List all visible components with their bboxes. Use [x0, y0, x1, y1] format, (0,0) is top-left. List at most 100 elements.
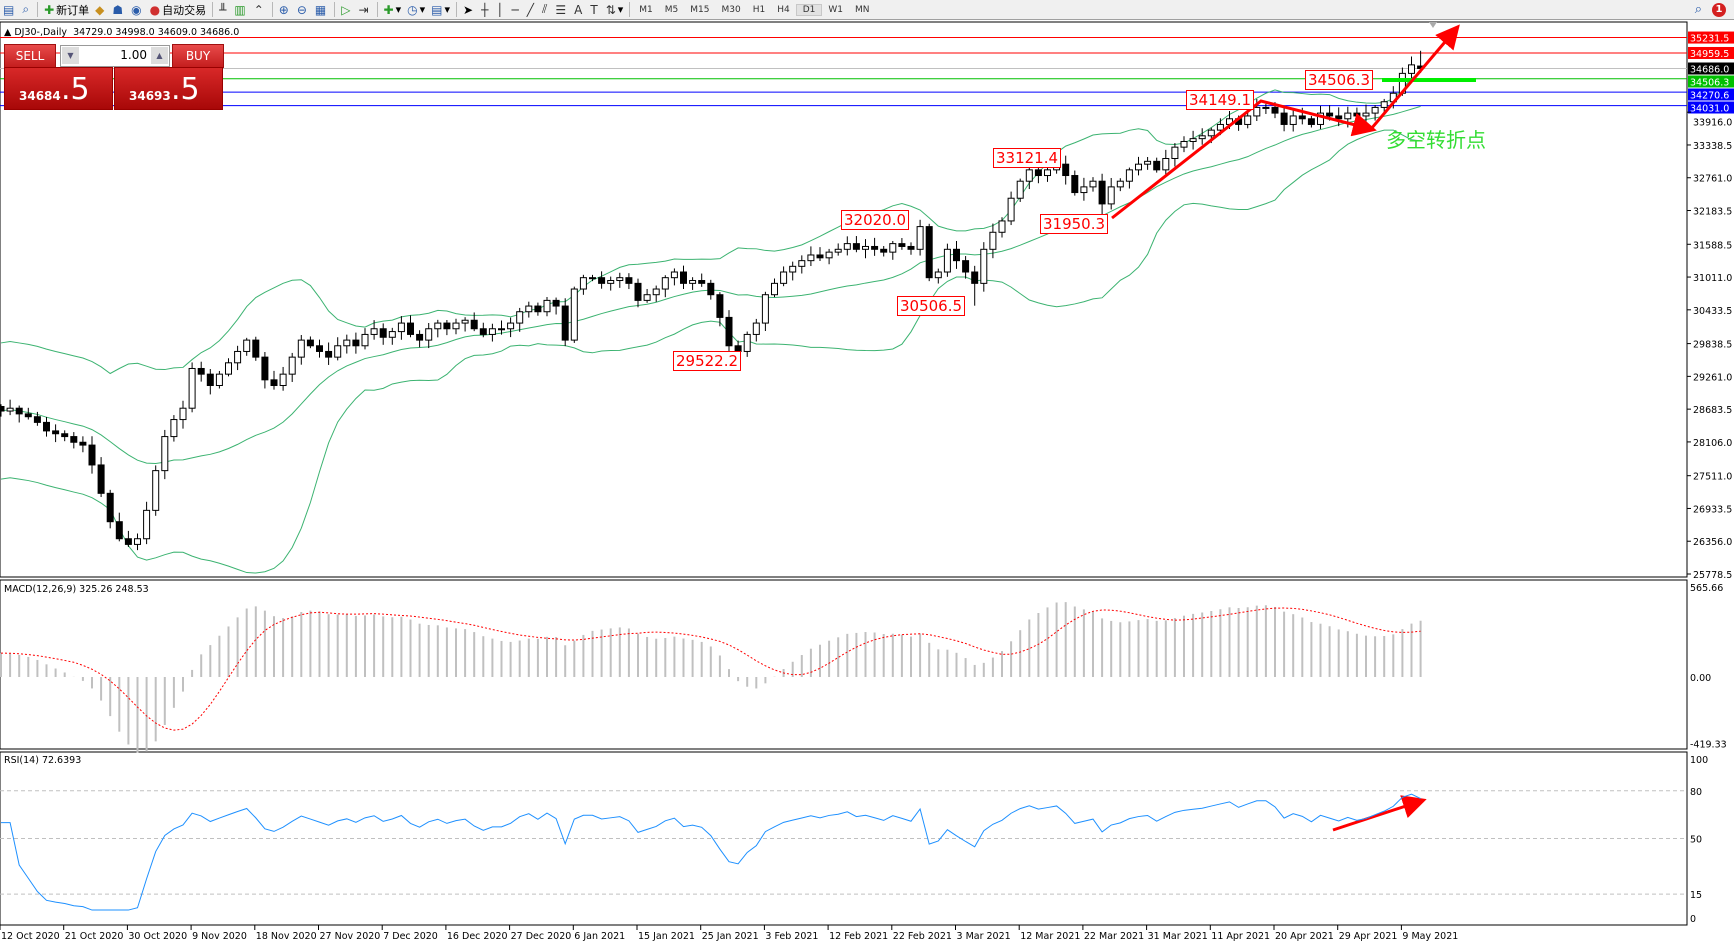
- horizontal-line-button[interactable]: ─: [509, 0, 524, 19]
- candle-bull: [752, 322, 760, 335]
- candle-bull: [989, 231, 997, 250]
- candle-bear: [352, 339, 360, 347]
- trendline-button[interactable]: ╱: [524, 0, 539, 19]
- candle-bear: [716, 294, 724, 318]
- fibonacci-button[interactable]: ☰: [552, 0, 571, 19]
- candle-bear: [1062, 163, 1070, 177]
- candle-bull: [215, 373, 223, 387]
- bar-chart-icon: ╨: [219, 2, 227, 17]
- equidistant-channel-button[interactable]: ⫽: [539, 0, 552, 19]
- cursor-button[interactable]: ➤: [460, 0, 478, 19]
- candle-bear: [97, 464, 105, 494]
- lot-decrease-icon[interactable]: ▼: [62, 47, 79, 64]
- price-annotation[interactable]: 29522.2: [673, 351, 742, 371]
- rsi-line: [1, 793, 1421, 911]
- notification-badge[interactable]: 1: [1712, 2, 1726, 17]
- new-chart-button[interactable]: ▤: [0, 0, 19, 19]
- autoscroll-button[interactable]: ▷: [338, 0, 355, 19]
- price-annotation[interactable]: 34149.1: [1186, 90, 1255, 110]
- timeframe-m5[interactable]: M5: [664, 4, 679, 15]
- candle-bear: [61, 433, 69, 438]
- periods-button[interactable]: ◷ ▾: [407, 2, 426, 17]
- signals-button[interactable]: ◉: [128, 0, 146, 19]
- templates-button[interactable]: ▤ ▾: [431, 2, 450, 17]
- candle-bear: [15, 407, 23, 415]
- date-axis-label: 31 Mar 2021: [1148, 931, 1208, 942]
- new-order-button[interactable]: ✚ 新订单: [41, 0, 92, 19]
- sell-button[interactable]: SELL: [4, 44, 56, 68]
- price-line-label-bg: [1688, 88, 1734, 101]
- candle-bull: [188, 367, 196, 409]
- price-annotation[interactable]: 34506.3: [1305, 70, 1374, 90]
- zoom-tool-button[interactable]: ⌕: [19, 0, 34, 19]
- candle-bear: [1307, 118, 1315, 125]
- candle-bear: [261, 356, 269, 381]
- zoom-out-button[interactable]: ⊖: [294, 0, 312, 19]
- candle-bull: [980, 248, 988, 284]
- crosshair-button[interactable]: ┼: [478, 0, 493, 19]
- macd-axis-label: -419.33: [1690, 740, 1727, 751]
- lot-size-input[interactable]: ▼ 1.00 ▲: [60, 45, 170, 67]
- candle-bull: [1080, 186, 1088, 194]
- auto-trading-button[interactable]: ● 自动交易: [147, 0, 209, 19]
- separator: [37, 2, 39, 17]
- candle-bear: [206, 373, 214, 387]
- buy-button[interactable]: BUY: [172, 44, 224, 68]
- price-annotation[interactable]: 30506.5: [897, 296, 966, 316]
- tile-windows-button[interactable]: ▦: [312, 0, 331, 19]
- date-axis-label: 12 Feb 2021: [829, 931, 888, 942]
- collapse-triangle-icon[interactable]: ▲: [4, 27, 12, 38]
- indicators-icon: ✚: [383, 2, 394, 17]
- timeframe-m15[interactable]: M15: [690, 4, 710, 15]
- candle-bear: [880, 248, 888, 253]
- buy-price[interactable]: 34693 .5: [114, 67, 223, 110]
- indicators-button[interactable]: ✚ ▾: [383, 2, 402, 17]
- rsi-up-arrow: [1332, 795, 1427, 832]
- text-label-button[interactable]: T: [587, 0, 602, 19]
- arrows-button[interactable]: ⇅ ▾: [605, 2, 624, 17]
- sell-price[interactable]: 34684 .5: [4, 67, 113, 110]
- timeframe-h4[interactable]: H4: [777, 4, 790, 15]
- vertical-line-button[interactable]: │: [493, 0, 508, 19]
- price-line-label-bg: [1688, 75, 1734, 88]
- candle-bull: [862, 245, 869, 250]
- line-chart-button[interactable]: ⌃: [251, 0, 269, 19]
- scripts-button[interactable]: ☗: [109, 0, 128, 19]
- zoom-in-button[interactable]: ⊕: [276, 0, 294, 19]
- channel-icon: ⫽: [542, 2, 548, 16]
- candle-bull: [452, 322, 460, 330]
- metaeditor-button[interactable]: ◆: [92, 0, 109, 19]
- date-axis-label: 9 Nov 2020: [192, 931, 247, 942]
- buy-price-main: 34693: [129, 89, 171, 103]
- price-annotation[interactable]: 33121.4: [993, 148, 1062, 168]
- zoom-out-icon: ⊖: [296, 2, 307, 17]
- candle-bear: [270, 379, 278, 387]
- date-axis-label: 16 Dec 2020: [447, 931, 508, 942]
- price-annotation[interactable]: 32020.0: [841, 210, 910, 230]
- timeframe-d1[interactable]: D1: [795, 3, 823, 16]
- chart-shift-button[interactable]: ⇥: [355, 0, 373, 19]
- separator: [271, 2, 273, 17]
- candle-bear: [925, 226, 933, 279]
- timeframe-m30[interactable]: M30: [721, 4, 741, 15]
- auto-trading-icon: ●: [149, 2, 161, 17]
- timeframe-h1[interactable]: H1: [752, 4, 766, 15]
- search-icon[interactable]: ⌕: [1694, 2, 1702, 17]
- candle-bear: [1326, 112, 1334, 117]
- timeframe-mn[interactable]: MN: [855, 4, 870, 15]
- candle-bull: [916, 226, 924, 250]
- candle-bull: [570, 288, 578, 341]
- text-button[interactable]: A: [571, 0, 587, 19]
- candlestick-button[interactable]: ▥: [231, 0, 250, 19]
- price-annotation[interactable]: 31950.3: [1040, 214, 1109, 234]
- candle-bull: [397, 322, 405, 333]
- timeframe-w1[interactable]: W1: [828, 4, 843, 15]
- one-click-trading-panel: SELL ▼ 1.00 ▲ BUY 34684 .5 34693 .5: [4, 44, 224, 110]
- candle-bear: [52, 430, 60, 435]
- lot-increase-icon[interactable]: ▲: [151, 47, 168, 64]
- bar-chart-button[interactable]: ╨: [216, 0, 231, 19]
- candle-bear: [707, 282, 715, 296]
- template-icon: ▤: [431, 2, 443, 17]
- timeframe-m1[interactable]: M1: [639, 4, 653, 15]
